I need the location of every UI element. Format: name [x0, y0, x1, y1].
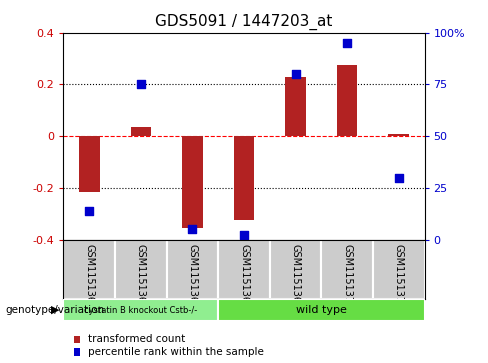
Text: transformed count: transformed count [88, 334, 185, 344]
Point [395, 175, 403, 180]
Bar [115, 240, 166, 299]
Bar [79, 136, 100, 192]
Text: wild type: wild type [296, 305, 347, 315]
Bar [285, 77, 306, 136]
Bar [182, 136, 203, 228]
Bar [234, 136, 254, 220]
Title: GDS5091 / 1447203_at: GDS5091 / 1447203_at [155, 14, 333, 30]
Bar [74, 335, 80, 343]
Text: GSM1151365: GSM1151365 [84, 244, 94, 310]
Text: GSM1151371: GSM1151371 [394, 244, 404, 310]
Text: GSM1151368: GSM1151368 [239, 244, 249, 310]
Text: ▶: ▶ [51, 305, 60, 315]
Bar [388, 134, 409, 136]
Bar [74, 348, 80, 356]
Bar [218, 240, 270, 299]
Bar [63, 299, 218, 321]
Text: percentile rank within the sample: percentile rank within the sample [88, 347, 264, 357]
Point [85, 208, 93, 213]
Point [240, 233, 248, 238]
Bar [130, 127, 151, 136]
Point [292, 71, 300, 77]
Bar [63, 240, 115, 299]
Text: cystatin B knockout Cstb-/-: cystatin B knockout Cstb-/- [84, 306, 198, 314]
Bar [218, 299, 425, 321]
Text: GSM1151370: GSM1151370 [342, 244, 352, 310]
Point [188, 227, 196, 232]
Point [343, 40, 351, 46]
Bar [373, 240, 425, 299]
Point [137, 81, 145, 87]
Text: GSM1151369: GSM1151369 [290, 244, 301, 310]
Bar [166, 240, 218, 299]
Bar [322, 240, 373, 299]
Bar [337, 65, 358, 136]
Text: GSM1151366: GSM1151366 [136, 244, 146, 310]
Bar [270, 240, 322, 299]
Text: GSM1151367: GSM1151367 [187, 244, 198, 310]
Text: genotype/variation: genotype/variation [5, 305, 104, 315]
